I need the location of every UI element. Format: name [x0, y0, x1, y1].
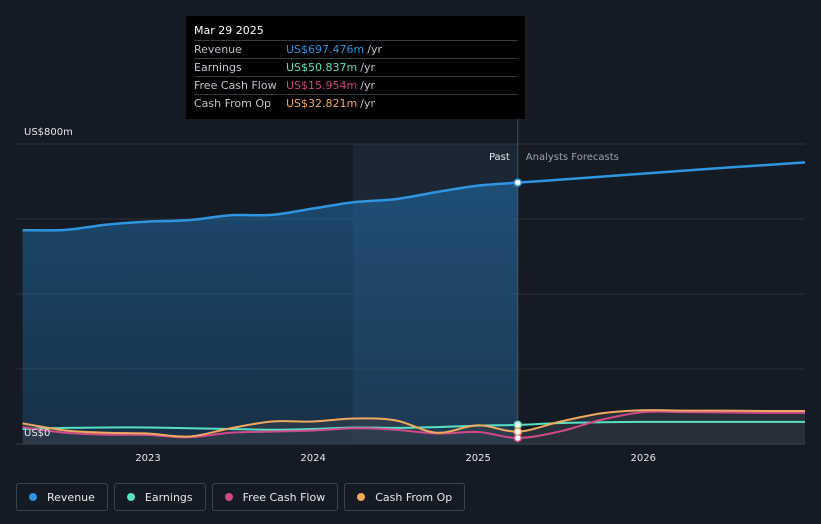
tooltip-row-cash-from-op: Cash From Op US$32.821m /yr [194, 94, 518, 112]
tooltip-value: US$50.837m [286, 61, 358, 74]
chart-svg: US$800m US$0 2023 2024 2025 2026 Past Analysts … [16, 16, 806, 464]
legend-dot-icon [357, 493, 366, 501]
legend-item-free-cash-flow[interactable]: Free Cash Flow [211, 483, 339, 511]
tooltip-row-earnings: Earnings US$50.837m /yr [194, 58, 518, 76]
revenue-line [22, 161, 806, 232]
tooltip-unit: /yr [360, 97, 375, 110]
x-tick-label: 2026 [631, 453, 656, 464]
legend-dot-icon [29, 493, 37, 501]
past-label: Past [489, 152, 510, 163]
tooltip-row-free-cash-flow: Free Cash Flow US$15.954m /yr [194, 76, 518, 94]
x-tick-label: 2024 [300, 453, 325, 464]
cash-from-op-line [22, 409, 806, 438]
legend-dot-icon [126, 493, 135, 501]
tooltip-label: Cash From Op [194, 97, 272, 110]
tooltip: Mar 29 2025 Revenue US$697.476m /yr Earn… [186, 16, 525, 119]
tooltip-unit: /yr [367, 43, 382, 56]
y-axis-bottom-label: US$0 [24, 428, 50, 439]
legend-dot-icon [224, 493, 233, 501]
y-axis-top-label: US$800m [24, 127, 73, 138]
x-tick-label: 2025 [465, 453, 490, 464]
cash-from-op-point [513, 427, 523, 436]
legend-label: Free Cash Flow [242, 490, 326, 504]
tooltip-row-revenue: Revenue US$697.476m /yr [194, 40, 518, 58]
legend-label: Earnings [144, 490, 193, 504]
legend-item-revenue[interactable]: Revenue [16, 483, 108, 511]
legend-label: Revenue [47, 490, 95, 504]
forecast-label: Analysts Forecasts [526, 152, 619, 163]
tooltip-label: Revenue [194, 43, 242, 56]
earnings-point [513, 420, 523, 430]
tooltip-value: US$15.954m [286, 79, 358, 92]
tooltip-date: Mar 29 2025 [194, 24, 264, 37]
tooltip-value: US$697.476m [286, 43, 365, 56]
revenue-point [513, 178, 523, 187]
tooltip-unit: /yr [360, 61, 375, 74]
tooltip-label: Earnings [194, 61, 242, 74]
x-tick-label: 2023 [135, 453, 160, 464]
tooltip-label: Free Cash Flow [194, 79, 277, 92]
tooltip-unit: /yr [360, 79, 375, 92]
revenue-area-past [22, 182, 518, 444]
free-cash-flow-line [22, 410, 806, 440]
tooltip-value: US$32.821m [286, 97, 358, 110]
legend: Revenue Earnings Free Cash Flow Cash Fro… [16, 483, 466, 511]
legend-item-cash-from-op[interactable]: Cash From Op [344, 483, 466, 511]
legend-label: Cash From Op [375, 490, 453, 504]
legend-item-earnings[interactable]: Earnings [113, 483, 206, 511]
